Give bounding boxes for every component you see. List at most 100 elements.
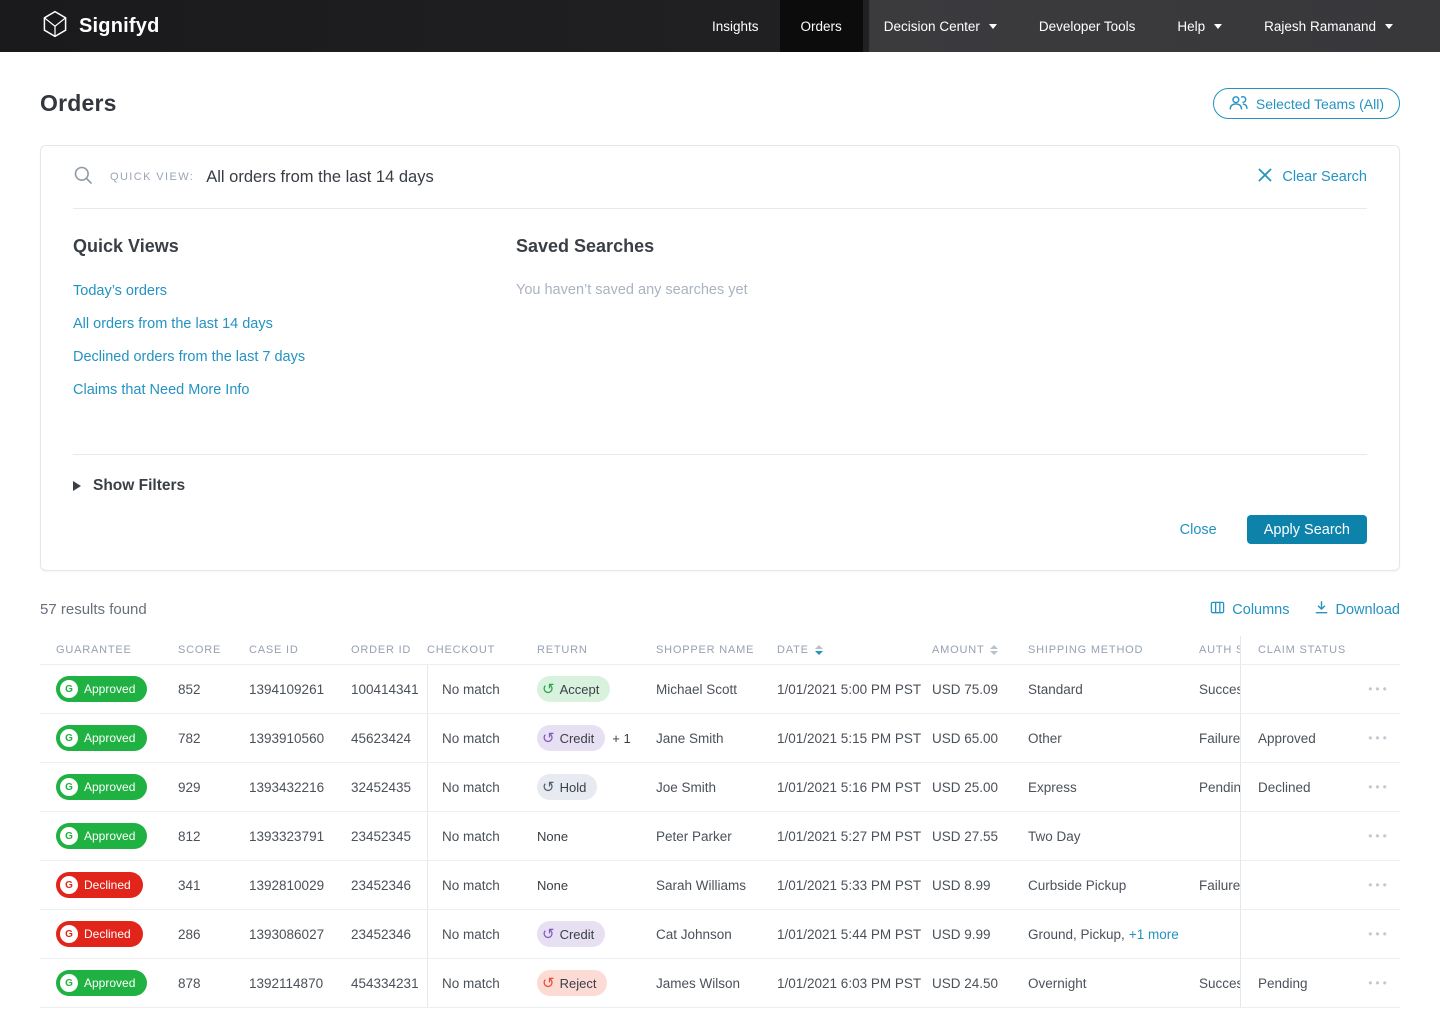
- return-arrow-icon: ↺: [542, 778, 555, 796]
- return-badge: ↺ Reject: [537, 970, 608, 996]
- cell-order-id: 32452435: [351, 779, 412, 795]
- brand-name: Signifyd: [79, 14, 160, 37]
- cell-checkout: No match: [427, 959, 537, 1007]
- col-header-claim-status[interactable]: CLAIM STATUS: [1240, 636, 1364, 664]
- cell-shopper-name: Michael Scott: [656, 681, 738, 697]
- cell-score: 286: [178, 926, 201, 942]
- guarantee-seal-icon: G: [60, 778, 78, 796]
- cell-auth-status: Failure: [1199, 730, 1240, 746]
- close-button[interactable]: Close: [1179, 521, 1217, 538]
- cell-amount: USD 65.00: [932, 730, 999, 746]
- col-header-score[interactable]: SCORE: [178, 644, 222, 656]
- col-header-auth-status[interactable]: AUTH STATUS: [1199, 644, 1240, 656]
- nav-item-insights[interactable]: Insights: [712, 18, 759, 34]
- cell-guarantee: G Approved: [40, 714, 178, 762]
- cell-actions: •••: [1364, 959, 1400, 1007]
- columns-button[interactable]: Columns: [1210, 600, 1290, 619]
- table-row[interactable]: G Approved 812 1393323791 23452345 No ma…: [40, 811, 1400, 860]
- table-row[interactable]: G Approved 929 1393432216 32452435 No ma…: [40, 762, 1400, 811]
- cell-actions: •••: [1364, 665, 1400, 713]
- col-header-return[interactable]: RETURN: [537, 644, 588, 656]
- col-header-shipping-method[interactable]: SHIPPING METHOD: [1028, 644, 1144, 656]
- quick-view-link[interactable]: Declined orders from the last 7 days: [73, 349, 306, 365]
- col-header-guarantee[interactable]: GUARANTEE: [56, 644, 132, 656]
- signifyd-logo-icon: [40, 9, 70, 44]
- clear-search-button[interactable]: Clear Search: [1257, 167, 1367, 187]
- return-badge: ↺ Hold: [537, 774, 598, 800]
- cell-auth-status: Pending: [1199, 779, 1240, 795]
- row-actions-menu-icon[interactable]: •••: [1368, 927, 1390, 941]
- cell-amount: USD 25.00: [932, 779, 999, 795]
- table-row[interactable]: G Declined 341 1392810029 23452346 No ma…: [40, 860, 1400, 909]
- row-actions-menu-icon[interactable]: •••: [1368, 731, 1390, 745]
- nav-item-developer-tools[interactable]: Developer Tools: [1038, 18, 1136, 34]
- col-header-shopper-name[interactable]: SHOPPER NAME: [656, 644, 755, 656]
- col-header-order-id[interactable]: ORDER ID: [351, 644, 412, 656]
- nav-item-help[interactable]: Help: [1156, 0, 1243, 52]
- row-actions-menu-icon[interactable]: •••: [1368, 878, 1390, 892]
- cell-date: 1/01/2021 5:15 PM PST: [777, 730, 922, 746]
- row-actions-menu-icon[interactable]: •••: [1368, 976, 1390, 990]
- cell-shopper-name: Jane Smith: [656, 730, 724, 746]
- sort-icon[interactable]: [990, 645, 999, 655]
- cell-guarantee: G Declined: [40, 861, 178, 909]
- cell-auth-status: Failure: [1199, 877, 1240, 893]
- results-count: 57 results found: [40, 601, 147, 618]
- nav-item-user-menu[interactable]: Rajesh Ramanand: [1243, 0, 1414, 52]
- apply-search-button[interactable]: Apply Search: [1246, 515, 1367, 544]
- quick-view-value[interactable]: All orders from the last 14 days: [206, 167, 434, 186]
- col-header-actions: [1364, 636, 1400, 664]
- divider: [73, 208, 1367, 209]
- cell-return: ↺ Credit + 1: [537, 714, 656, 762]
- nav-item-orders[interactable]: Orders: [779, 0, 863, 52]
- quick-view-link[interactable]: All orders from the last 14 days: [73, 316, 273, 332]
- table-row[interactable]: G Approved 852 1394109261 100414341 No m…: [40, 664, 1400, 713]
- show-filters-toggle[interactable]: Show Filters: [73, 477, 1367, 495]
- cell-shopper-name: Joe Smith: [656, 779, 717, 795]
- cell-return: ↺ Hold: [537, 763, 656, 811]
- cell-amount: USD 75.09: [932, 681, 999, 697]
- guarantee-seal-icon: G: [60, 876, 78, 894]
- brand[interactable]: Signifyd: [0, 0, 160, 52]
- cell-case-id: 1392114870: [249, 975, 324, 991]
- cell-date: 1/01/2021 5:44 PM PST: [777, 926, 922, 942]
- row-actions-menu-icon[interactable]: •••: [1368, 780, 1390, 794]
- table-row[interactable]: G Approved 782 1393910560 45623424 No ma…: [40, 713, 1400, 762]
- row-actions-menu-icon[interactable]: •••: [1368, 829, 1390, 843]
- table-row[interactable]: G Declined 286 1393086027 23452346 No ma…: [40, 909, 1400, 958]
- guarantee-badge: G Approved: [56, 823, 148, 849]
- col-header-checkout[interactable]: CHECKOUT: [427, 644, 496, 656]
- cell-score: 852: [178, 681, 201, 697]
- shipping-more-link[interactable]: +1 more: [1128, 926, 1179, 942]
- return-badge: ↺ Credit: [537, 725, 606, 751]
- cell-score: 341: [178, 877, 201, 893]
- cell-shipping-method: Express: [1028, 779, 1077, 795]
- return-arrow-icon: ↺: [542, 680, 555, 698]
- cell-shipping-method: Standard: [1028, 681, 1083, 697]
- guarantee-badge: G Declined: [56, 872, 143, 898]
- cell-actions: •••: [1364, 714, 1400, 762]
- guarantee-badge: G Approved: [56, 725, 148, 751]
- quick-view-link[interactable]: Claims that Need More Info: [73, 382, 250, 398]
- selected-teams-button[interactable]: Selected Teams (All): [1212, 88, 1400, 119]
- table-row[interactable]: G Approved 878 1392114870 454334231 No m…: [40, 958, 1400, 1007]
- return-badge: ↺ Accept: [537, 676, 611, 702]
- row-actions-menu-icon[interactable]: •••: [1368, 682, 1390, 696]
- cell-shopper-name: Peter Parker: [656, 828, 732, 844]
- col-header-amount[interactable]: AMOUNT: [932, 636, 1028, 664]
- cell-order-id: 23452346: [351, 926, 412, 942]
- download-button[interactable]: Download: [1314, 600, 1400, 619]
- sort-desc-icon[interactable]: [814, 645, 823, 655]
- close-icon: [1257, 167, 1273, 187]
- saved-searches-heading: Saved Searches: [516, 236, 655, 256]
- col-header-date[interactable]: DATE: [777, 636, 932, 664]
- table-header-row: GUARANTEE SCORE CASE ID ORDER ID CHECKOU…: [40, 636, 1400, 664]
- nav-item-decision-center[interactable]: Decision Center: [863, 0, 1018, 52]
- cell-claim-status: [1240, 910, 1364, 958]
- cell-checkout: No match: [427, 665, 537, 713]
- cell-date: 1/01/2021 5:27 PM PST: [777, 828, 922, 844]
- col-header-case-id[interactable]: CASE ID: [249, 644, 299, 656]
- quick-view-link[interactable]: Today’s orders: [73, 283, 168, 299]
- cell-claim-status: [1240, 665, 1364, 713]
- chevron-down-icon: [1385, 24, 1393, 29]
